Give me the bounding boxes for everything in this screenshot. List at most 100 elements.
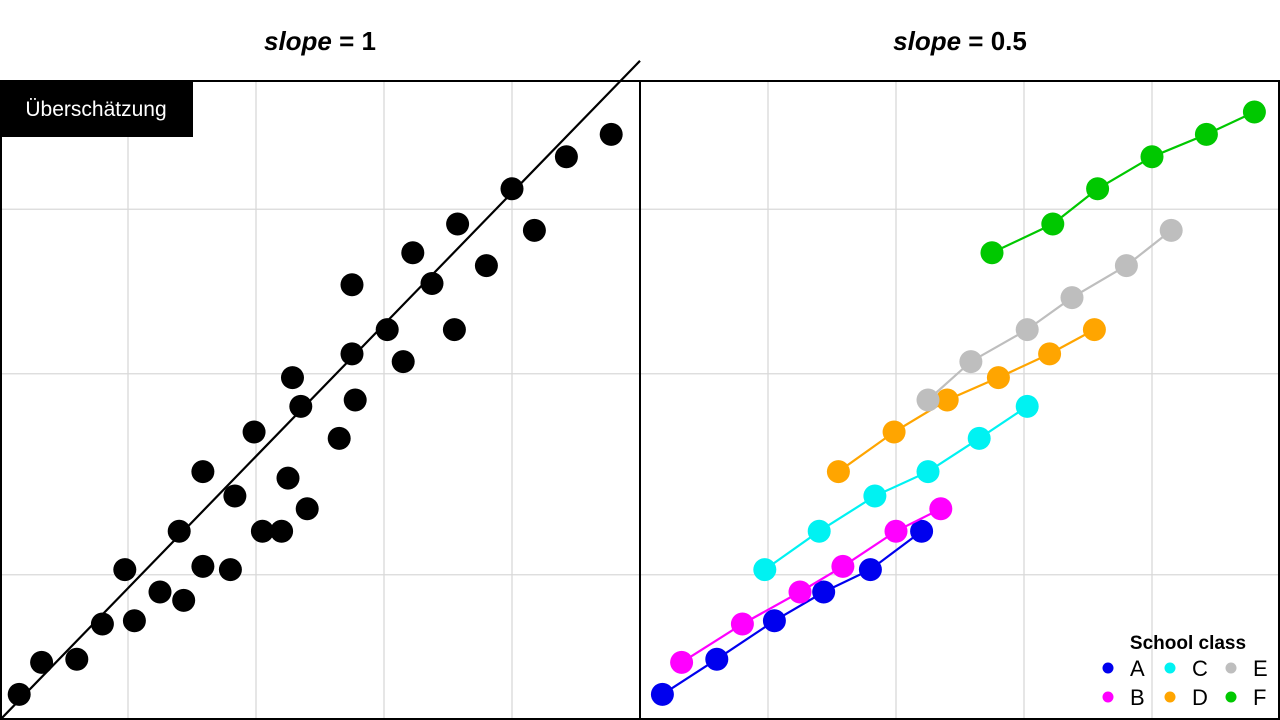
data-point-3 [90, 612, 114, 636]
series-A-point-1 [705, 647, 729, 671]
series-A-point-0 [650, 682, 674, 706]
left-title-value: = 1 [331, 26, 376, 56]
data-point-2 [65, 647, 89, 671]
left-panel-title: slope = 1 [0, 26, 640, 66]
legend-marker-F [1225, 691, 1237, 703]
data-point-5 [122, 609, 146, 633]
series-B [670, 497, 953, 674]
data-point-29 [446, 212, 470, 236]
series-D-point-2 [935, 388, 959, 412]
legend-marker-E [1225, 662, 1237, 674]
legend-label-E: E [1253, 656, 1268, 681]
data-point-25 [391, 350, 415, 374]
series-D-point-0 [826, 460, 850, 484]
data-point-19 [295, 497, 319, 521]
series-line-E [927, 229, 1172, 401]
data-point-1 [30, 650, 54, 674]
series-D [826, 318, 1106, 484]
series-A-point-3 [812, 580, 836, 604]
series-E-point-2 [1015, 318, 1039, 342]
right-title-value: = 0.5 [961, 26, 1027, 56]
data-point-16 [276, 466, 300, 490]
data-point-17 [280, 366, 304, 390]
legend-label-A: A [1130, 656, 1145, 681]
data-point-30 [474, 254, 498, 278]
data-point-15 [270, 519, 294, 543]
series-line-A [661, 530, 923, 696]
series-F-point-1 [1041, 212, 1065, 236]
data-point-8 [167, 519, 191, 543]
legend-marker-C [1164, 662, 1176, 674]
series-F-point-3 [1140, 145, 1164, 169]
data-point-24 [375, 318, 399, 342]
series-D-point-1 [882, 420, 906, 444]
right-line-plot [640, 80, 1280, 720]
data-point-28 [442, 318, 466, 342]
data-point-23 [340, 273, 364, 297]
legend-label-D: D [1192, 685, 1208, 710]
series-C-point-4 [967, 426, 991, 450]
series-C-point-3 [916, 460, 940, 484]
series-B-point-4 [884, 519, 908, 543]
series-D-point-3 [986, 366, 1010, 390]
series-E-point-5 [1159, 218, 1183, 242]
legend-marker-B [1102, 691, 1114, 703]
series-F-point-5 [1242, 100, 1266, 124]
series-B-point-3 [831, 554, 855, 578]
legend-marker-D [1164, 691, 1176, 703]
data-point-10 [191, 460, 215, 484]
data-point-20 [327, 426, 351, 450]
data-point-6 [148, 580, 172, 604]
series-C-point-2 [863, 484, 887, 508]
series-B-point-0 [670, 650, 694, 674]
series-C-point-1 [807, 519, 831, 543]
left-scatter-plot [0, 60, 641, 720]
series-C [753, 394, 1039, 582]
series-B-point-1 [730, 612, 754, 636]
data-point-7 [172, 588, 196, 612]
series-E-point-4 [1114, 254, 1138, 278]
data-point-9 [191, 554, 215, 578]
data-point-12 [223, 484, 247, 508]
series-F-point-2 [1086, 177, 1110, 201]
series-F-point-0 [980, 241, 1004, 265]
legend-label-B: B [1130, 685, 1145, 710]
data-point-27 [420, 272, 444, 296]
data-point-31 [500, 177, 524, 201]
regression-line [0, 60, 641, 720]
data-point-34 [599, 122, 623, 146]
left-title-variable: slope [263, 26, 332, 56]
series-E-point-3 [1060, 286, 1084, 310]
series-B-point-5 [929, 497, 953, 521]
data-point-13 [242, 420, 266, 444]
data-point-11 [218, 558, 242, 582]
series-A-point-5 [910, 519, 934, 543]
series-F [980, 100, 1266, 265]
data-point-4 [113, 558, 137, 582]
data-point-33 [554, 145, 578, 169]
data-point-18 [289, 394, 313, 418]
legend-label-F: F [1253, 685, 1266, 710]
series-F-point-4 [1194, 122, 1218, 146]
series-E [916, 218, 1183, 412]
series-A-point-4 [858, 558, 882, 582]
series-C-point-0 [753, 558, 777, 582]
series-A [650, 519, 934, 706]
series-D-point-4 [1038, 342, 1062, 366]
series-D-point-5 [1082, 318, 1106, 342]
data-point-21 [340, 342, 364, 366]
series-B-point-2 [788, 580, 812, 604]
right-title-variable: slope [893, 26, 962, 56]
series-A-point-2 [762, 609, 786, 633]
label-box [0, 80, 193, 137]
data-point-22 [343, 388, 367, 412]
data-point-32 [522, 218, 546, 242]
series-C-point-5 [1015, 394, 1039, 418]
label-box-text: Überschätzung [25, 98, 166, 121]
series-E-point-0 [916, 388, 940, 412]
legend-marker-A [1102, 662, 1114, 674]
data-point-14 [250, 519, 274, 543]
